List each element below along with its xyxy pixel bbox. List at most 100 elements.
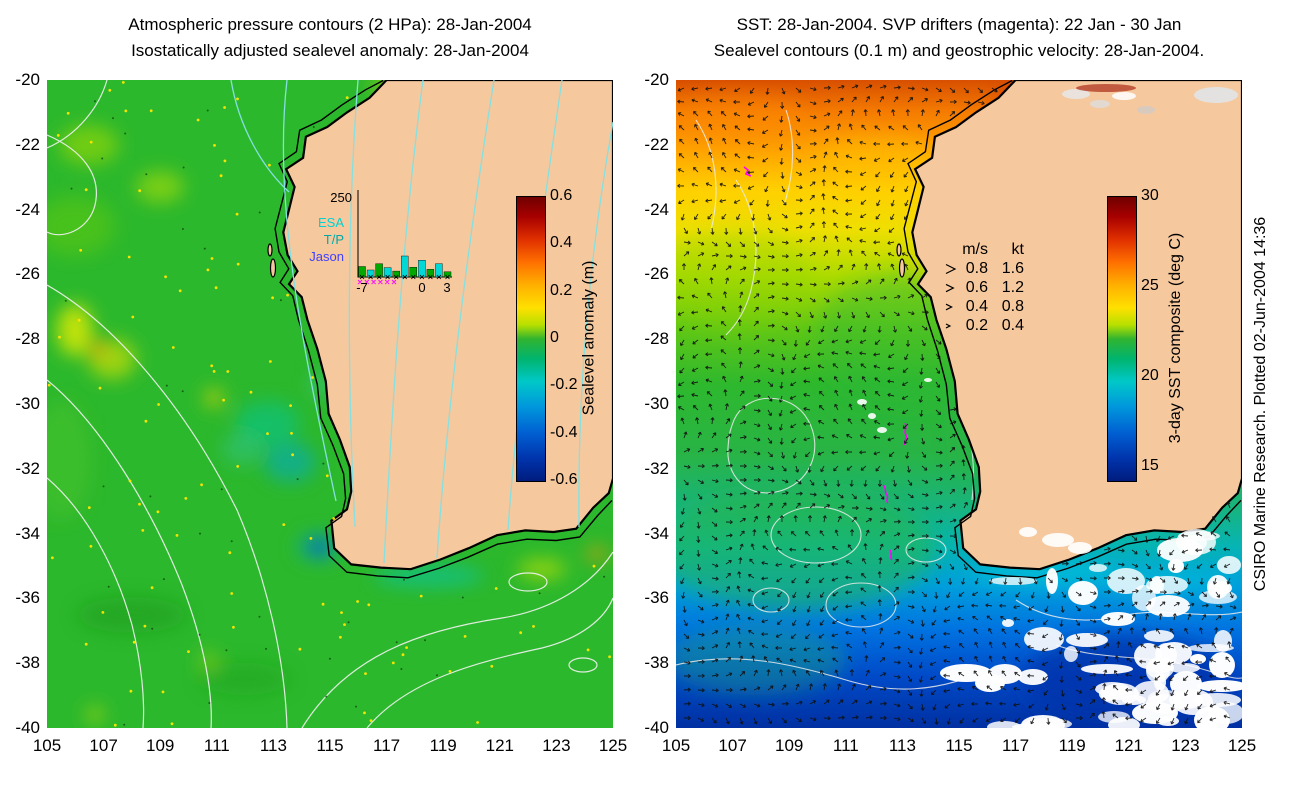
right-y-tick-label: -32 [644,458,669,478]
right-x-tick-label: 105 [661,736,691,755]
geostrophic-velocity-arrows [677,84,1237,725]
left-x-tick-label: 125 [598,736,628,755]
left-title-line1: Atmospheric pressure contours (2 HPa): 2… [128,15,532,34]
legend-value-ms: 0.2 [965,316,988,334]
sst-colorbar-label-text: 3-day SST composite (deg C) [1167,232,1184,444]
colorbar-tick-label: 20 [1141,366,1159,384]
cloud-patches [857,378,1242,728]
colorbar-tick-label: 0.4 [550,234,573,252]
left-x-tick-label: 111 [203,736,230,755]
inset-xtick--7: -7 [356,280,368,295]
velocity-arrow-icon [945,303,953,310]
right-panel-title: SST: 28-Jan-2004. SVP drifters (magenta)… [676,12,1242,64]
sealevel-colorbar-ticks: 0.6 0.4 0.2 0 -0.2 -0.4 -0.6 [550,187,596,488]
left-x-tick-label: 121 [485,736,514,755]
credit-text: CSIRO Marine Research. Plotted 02-Jun-20… [1246,80,1276,728]
right-x-tick-label: 121 [1114,736,1143,755]
land-western-australia [896,80,1242,571]
colorbar-tick-label: -0.4 [550,423,578,441]
velocity-legend: m/s kt 0.8 1.6 0.6 1.2 0.4 0.8 0.2 0.4 [944,240,1024,335]
left-y-tick-label: -36 [15,588,40,608]
colorbar-tick-label: 0 [550,329,559,346]
colorbar-tick-label: 0.6 [550,187,573,204]
velocity-legend-row: 0.6 1.2 [944,278,1024,297]
colorbar-tick-label: 0.2 [550,281,573,299]
colorbar-gradient [517,197,545,481]
shelf-contour-black [274,80,613,579]
left-x-tick-label: 109 [146,736,175,755]
right-y-tick-label: -30 [644,394,669,413]
left-x-tick-label: 123 [542,736,571,755]
right-y-tick-label: -34 [644,523,669,543]
velocity-arrow-icon [945,322,952,328]
sealevel-colorbar-label-text: Sealevel anomaly (m) [580,260,598,416]
legend-value-kt: 0.8 [1001,297,1024,315]
sst-colorbar [1107,196,1137,482]
right-map-canvas [676,80,1242,728]
left-x-tick-label: 119 [429,736,457,755]
left-title-line2: Isostatically adjusted sealevel anomaly:… [131,41,529,60]
left-x-tick-label: 107 [89,736,118,755]
left-y-tick-label: -24 [15,199,40,219]
right-y-tick-label: -36 [644,588,669,608]
sst-colorbar-label: 3-day SST composite (deg C) [1163,196,1189,480]
velocity-legend-row: 0.8 1.6 [944,259,1024,278]
left-y-tick-label: -22 [15,134,40,154]
shelf-contour-black [903,80,1242,579]
legend-unit-ms: m/s [962,240,988,258]
inset-bars [358,255,452,278]
right-x-tick-label: 111 [832,736,859,755]
sealevel-anomaly-colorbar [516,196,546,482]
left-y-tick-label: -34 [15,523,40,543]
right-y-tick-label: -28 [644,329,669,349]
right-y-tick-label: -22 [644,134,669,154]
clouds-over-land [1062,84,1238,114]
left-y-tick-label: -40 [15,718,40,737]
right-title-line2: Sealevel contours (0.1 m) and geostrophi… [713,41,1205,60]
legend-value-kt: 1.2 [1001,278,1024,296]
left-x-tick-label: 105 [32,736,62,755]
left-x-tick-label: 113 [259,736,287,755]
left-x-tick-label: 117 [373,736,401,755]
inset-xtick-0: 0 [418,280,425,295]
left-y-tick-label: -30 [15,394,40,413]
right-x-tick-label: 119 [1058,736,1086,755]
velocity-legend-rows: 0.8 1.6 0.6 1.2 0.4 0.8 0.2 0.4 [944,259,1024,335]
inset-series-esa: ESA [318,215,344,230]
colorbar-tick-label: 15 [1141,456,1159,474]
right-map-sst: m/s kt 0.8 1.6 0.6 1.2 0.4 0.8 0.2 0.4 [676,80,1242,728]
right-x-tick-label: 113 [888,736,916,755]
right-y-tick-label: -20 [644,70,669,89]
right-y-tick-label: -40 [644,718,669,737]
inset-axis-max: 250 [330,190,352,205]
colorbar-gradient [1108,197,1136,481]
colorbar-tick-label: -0.6 [550,471,578,488]
left-y-tick-label: -26 [15,264,40,284]
inset-series-jason: Jason [309,249,344,264]
legend-unit-kt: kt [1011,240,1024,258]
inset-x-marks [357,274,450,285]
inset-series-tp: T/P [324,232,344,247]
velocity-legend-row: 0.4 0.8 [944,297,1024,316]
left-y-tick-label: -32 [15,458,40,478]
sealevel-anomaly-blobs [47,80,609,723]
sst-colorbar-ticks: 30 25 20 15 [1141,187,1187,480]
sealevel-colorbar-label: Sealevel anomaly (m) [576,196,602,480]
legend-value-kt: 0.4 [1001,316,1024,334]
left-panel-title: Atmospheric pressure contours (2 HPa): 2… [47,12,613,64]
right-x-tick-label: 107 [718,736,747,755]
right-x-tick-label: 125 [1227,736,1257,755]
colorbar-tick-label: 25 [1141,276,1159,294]
legend-value-kt: 1.6 [1001,259,1024,277]
observation-dots [47,81,611,727]
right-x-tick-label: 117 [1002,736,1030,755]
colorbar-tick-label: 30 [1141,187,1159,204]
left-x-tick-label: 115 [316,736,344,755]
sealevel-contours-white [676,109,1242,690]
left-y-tick-label: -20 [15,70,40,89]
inset-xtick-3: 3 [443,280,450,295]
right-x-tick-label: 123 [1171,736,1200,755]
left-y-tick-label: -28 [15,329,40,349]
right-title-line1: SST: 28-Jan-2004. SVP drifters (magenta)… [736,15,1182,34]
